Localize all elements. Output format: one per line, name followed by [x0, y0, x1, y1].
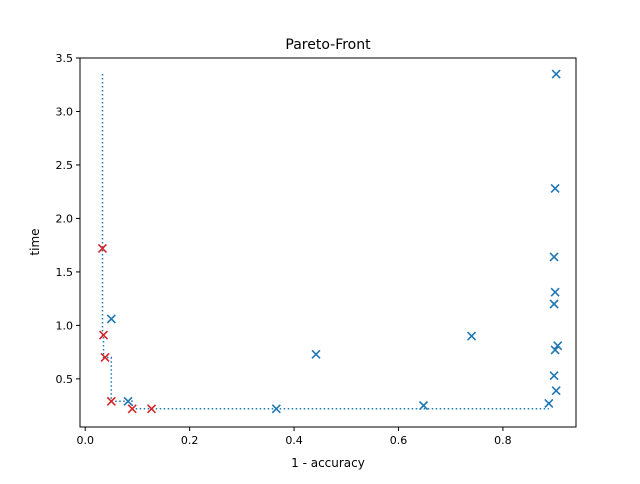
data-point [123, 396, 133, 406]
x-tick-label: 0.2 [181, 434, 199, 447]
data-point [544, 398, 554, 409]
data-point [98, 330, 109, 340]
data-point [106, 396, 116, 406]
data-point [467, 331, 477, 341]
marker-stroke [549, 299, 559, 309]
ticks-layer: 0.0 0.2 0.4 0.6 0.8 0.5 1.0 1.5 2.0 2.5 3.0 3.5 [56, 52, 512, 447]
x-tick-label: 0.6 [390, 434, 408, 447]
data-point [418, 401, 429, 411]
y-tick-label: 2.0 [56, 212, 74, 225]
y-tick-label: 3.5 [56, 52, 74, 65]
data-point [549, 371, 559, 381]
data-point [100, 352, 110, 363]
marker-stroke [549, 252, 559, 262]
x-tick-label: 0.8 [494, 434, 512, 447]
marker-stroke [127, 404, 137, 414]
y-tick-label: 0.5 [56, 373, 74, 386]
marker-stroke [123, 396, 133, 406]
marker-stroke [311, 349, 321, 359]
chart-title: Pareto-Front [285, 37, 371, 53]
marker-stroke [467, 331, 477, 341]
marker-stroke [550, 345, 560, 355]
marker-stroke [418, 401, 429, 411]
plot-frame [79, 57, 577, 428]
marker-stroke [146, 404, 157, 414]
data-point [311, 349, 321, 359]
marker-stroke [106, 396, 116, 406]
y-tick-label: 1.0 [56, 319, 74, 332]
data-point [127, 404, 137, 414]
marker-stroke [97, 243, 108, 253]
x-tick-label: 0.4 [285, 434, 303, 447]
data-point [550, 183, 560, 194]
data-point [97, 243, 108, 253]
points-layer [97, 69, 563, 414]
data-point [551, 386, 561, 396]
data-point [549, 299, 559, 309]
marker-stroke [550, 183, 560, 194]
x-axis-label: 1 - accuracy [291, 456, 365, 470]
marker-stroke [553, 341, 563, 351]
y-tick-label: 2.5 [56, 159, 74, 172]
y-tick-label: 1.5 [56, 266, 74, 279]
marker-stroke [550, 287, 560, 297]
marker-stroke [98, 330, 109, 340]
data-point [271, 404, 281, 414]
marker-stroke [100, 352, 110, 363]
y-tick-label: 3.0 [56, 105, 74, 118]
data-point [106, 314, 116, 324]
data-point [146, 404, 157, 414]
data-point [550, 287, 560, 297]
marker-stroke [106, 314, 116, 324]
marker-stroke [271, 404, 281, 414]
data-point [549, 252, 559, 262]
data-point [551, 69, 561, 79]
marker-stroke [551, 386, 561, 396]
marker-stroke [549, 371, 559, 381]
data-point [553, 341, 563, 351]
x-tick-label: 0.0 [76, 434, 94, 447]
marker-stroke [551, 69, 561, 79]
data-point [550, 345, 560, 355]
marker-stroke [544, 398, 554, 409]
y-axis-label: time [28, 228, 42, 255]
